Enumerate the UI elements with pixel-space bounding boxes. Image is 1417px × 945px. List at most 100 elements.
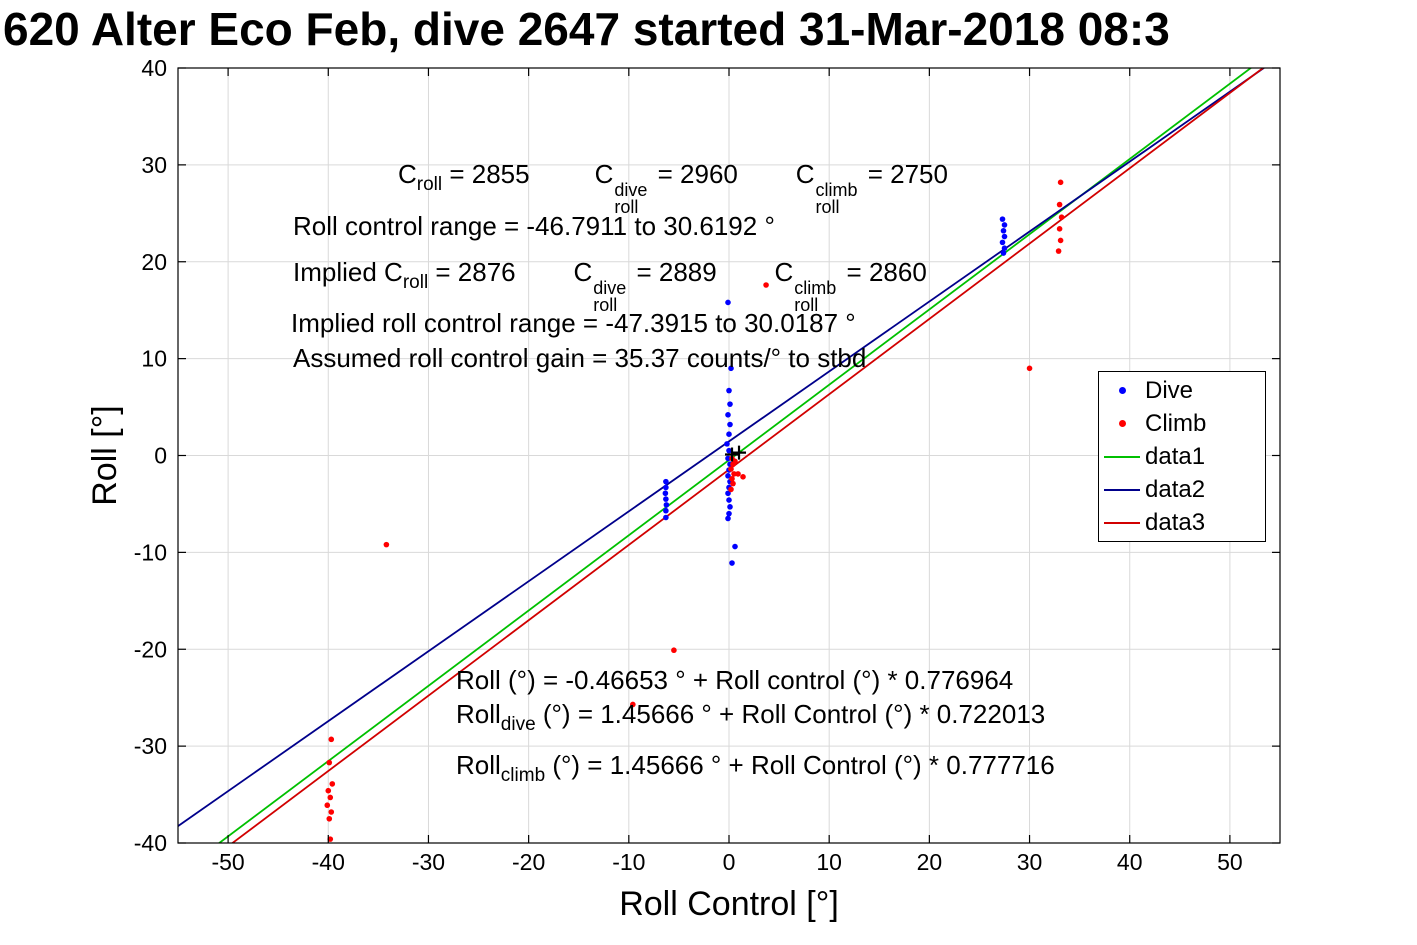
fit-equation-climb: Rollclimb (°) = 1.45666 ° + Roll Control… <box>456 750 1055 786</box>
climb-point <box>731 471 737 477</box>
fit-equation-dive: Rolldive (°) = 1.45666 ° + Roll Control … <box>456 699 1046 735</box>
climb-point <box>327 794 334 801</box>
svg-text:20: 20 <box>917 849 943 875</box>
climb-point <box>326 815 333 822</box>
data1-swatch-icon <box>1104 455 1140 458</box>
legend-label: Climb <box>1145 409 1207 437</box>
climb-point <box>1026 365 1033 372</box>
legend-entry-data2: data2 <box>1099 473 1265 506</box>
climb-point <box>728 486 734 493</box>
svg-text:0: 0 <box>723 849 736 875</box>
dive-point <box>999 216 1006 222</box>
dive-point <box>727 504 733 510</box>
dive-point <box>1001 222 1008 228</box>
climb-point <box>728 466 734 472</box>
dive-point <box>663 507 669 514</box>
climb-point <box>328 736 335 743</box>
dive-point <box>662 490 669 497</box>
climb-swatch-icon <box>1118 420 1126 427</box>
data2-swatch-icon <box>1104 488 1140 491</box>
legend-entry-data1: data1 <box>1099 440 1265 473</box>
legend: Dive Climb data1 data2 data3 <box>1098 371 1266 542</box>
climb-point <box>1058 214 1065 220</box>
dive-point <box>728 365 734 372</box>
climb-point <box>326 759 333 766</box>
svg-text:0: 0 <box>154 443 167 469</box>
dive-point <box>726 510 732 517</box>
svg-text:-30: -30 <box>412 849 445 875</box>
dive-point <box>726 387 732 394</box>
dive-point <box>999 239 1006 246</box>
x-axis-label: Roll Control [°] <box>619 885 839 923</box>
svg-text:10: 10 <box>816 849 842 875</box>
dive-point <box>725 490 731 497</box>
dive-point <box>725 515 731 522</box>
svg-text:20: 20 <box>141 249 167 275</box>
climb-point <box>735 471 741 477</box>
origin-marker-icon <box>732 445 747 460</box>
dive-point <box>663 514 669 521</box>
dive-point <box>663 502 670 508</box>
svg-text:-10: -10 <box>612 849 645 875</box>
dive-point <box>726 497 732 503</box>
data3-legend-marker-icon <box>1099 521 1145 524</box>
dive-point <box>725 473 731 479</box>
legend-label: Dive <box>1145 376 1194 404</box>
dive-legend-marker-icon <box>1099 387 1145 394</box>
dive-point <box>663 496 669 502</box>
climb-point <box>328 809 335 815</box>
assumed-roll-gain: Assumed roll control gain = 35.37 counts… <box>293 343 867 373</box>
dive-point <box>1000 227 1007 234</box>
x-tick-labels: -50 -40 -30 -20 -10 0 10 20 30 40 50 <box>211 849 1242 875</box>
climb-point <box>1055 248 1062 254</box>
climb-point <box>327 836 334 842</box>
svg-text:-40: -40 <box>312 849 345 875</box>
y-axis-label: Roll [°] <box>86 405 124 506</box>
dive-swatch-icon <box>1118 387 1126 394</box>
svg-text:-30: -30 <box>134 733 167 759</box>
climb-point <box>732 458 738 465</box>
dive-point <box>725 455 731 462</box>
svg-text:40: 40 <box>141 55 167 81</box>
legend-label: data1 <box>1145 442 1206 470</box>
climb-point <box>763 282 769 288</box>
data2-legend-marker-icon <box>1099 488 1145 491</box>
svg-text:10: 10 <box>141 346 167 372</box>
climb-point <box>1057 237 1064 244</box>
dive-point <box>724 441 730 447</box>
legend-label: data3 <box>1145 508 1206 536</box>
axis-ticks <box>178 67 1280 844</box>
climb-point <box>325 787 332 794</box>
dive-point <box>725 412 731 418</box>
climb-point <box>1057 179 1064 186</box>
roll-control-range: Roll control range = -46.7911 to 30.6192… <box>293 211 775 241</box>
climb-point <box>329 781 336 787</box>
dive-point <box>729 560 735 566</box>
svg-text:-20: -20 <box>512 849 545 875</box>
dive-point <box>663 484 669 491</box>
svg-text:30: 30 <box>1017 849 1043 875</box>
legend-entry-dive: Dive <box>1099 374 1265 407</box>
legend-entry-climb: Climb <box>1099 407 1265 440</box>
dive-point <box>726 431 732 437</box>
figure-title: 620 Alter Eco Feb, dive 2647 started 31-… <box>3 3 1170 55</box>
origin-marker-icon <box>725 447 740 462</box>
fit-line-data2 <box>178 68 1266 827</box>
svg-text:-20: -20 <box>134 636 167 662</box>
scatter-points <box>324 179 1065 842</box>
climb-point <box>671 647 677 654</box>
climb-point <box>383 541 390 548</box>
data1-legend-marker-icon <box>1099 455 1145 458</box>
climb-point <box>324 802 331 809</box>
dive-point <box>1001 233 1008 240</box>
dive-point <box>732 543 738 550</box>
climb-point <box>1056 226 1063 232</box>
svg-text:30: 30 <box>141 152 167 178</box>
implied-roll-control-range: Implied roll control range = -47.3915 to… <box>291 308 856 338</box>
climb-point <box>729 475 735 482</box>
svg-text:-50: -50 <box>211 849 244 875</box>
